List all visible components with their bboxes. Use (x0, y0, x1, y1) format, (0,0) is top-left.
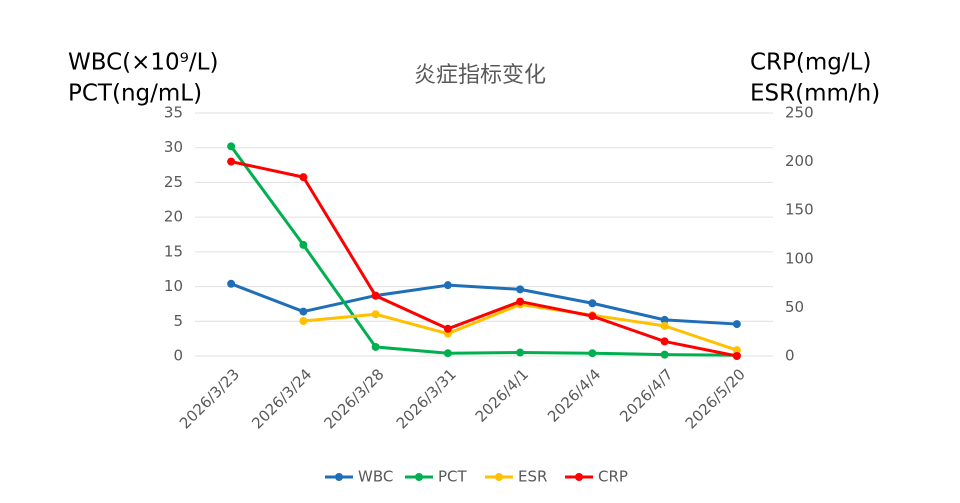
y-axis-label: PCT(ng/mL) (68, 81, 202, 107)
data-point (371, 291, 380, 300)
data-point (588, 349, 597, 358)
chart-title: 炎症指标变化 (414, 63, 546, 88)
data-point (660, 315, 669, 324)
data-point (299, 307, 308, 316)
data-point (588, 312, 597, 321)
legend-marker (415, 473, 423, 481)
x-tick-label: 2026/4/1 (472, 365, 532, 425)
y2-tick-label: 150 (785, 201, 814, 219)
data-point (660, 350, 669, 359)
data-point (227, 157, 236, 166)
x-tick-label: 2026/3/24 (248, 365, 315, 432)
x-tick-label: 2026/3/31 (393, 365, 460, 432)
x-tick-label: 2026/3/28 (321, 365, 388, 432)
data-point (660, 321, 669, 330)
data-point (299, 173, 308, 182)
y-tick-label: 20 (164, 208, 183, 226)
y-tick-label: 25 (164, 173, 183, 191)
legend-marker (575, 473, 583, 481)
series-line (230, 160, 738, 358)
y2-axis-label: CRP(mg/L) (750, 50, 871, 76)
series-line (229, 145, 737, 357)
data-point (588, 299, 597, 308)
y-axis-label: WBC(×10⁹/L) (68, 50, 218, 76)
data-point (516, 348, 525, 357)
x-tick-label: 2026/4/7 (616, 365, 676, 425)
x-tick-label: 2026/5/20 (682, 365, 749, 432)
data-point (516, 285, 525, 294)
y2-tick-label: 250 (785, 104, 814, 122)
data-point (227, 279, 236, 288)
data-point (371, 310, 380, 319)
legend-label: PCT (438, 468, 468, 486)
y2-tick-label: 100 (785, 249, 814, 267)
data-point (371, 342, 380, 351)
legend-marker (495, 473, 503, 481)
legend-label: CRP (598, 468, 628, 486)
y2-tick-label: 50 (785, 298, 804, 316)
data-point (732, 352, 741, 360)
data-point (732, 346, 741, 355)
data-point (443, 324, 452, 333)
y2-tick-label: 0 (785, 347, 795, 365)
data-point (443, 349, 452, 358)
data-point (660, 337, 669, 346)
legend-label: WBC (358, 468, 393, 486)
legend-marker (335, 473, 343, 481)
data-point (227, 142, 236, 151)
data-point (299, 240, 308, 249)
y-tick-label: 30 (164, 138, 183, 156)
y-tick-label: 0 (173, 347, 183, 365)
series-line (230, 282, 737, 326)
y2-axis-label: ESR(mm/h) (750, 81, 880, 107)
legend-label: ESR (518, 468, 547, 486)
y-tick-label: 10 (164, 277, 183, 295)
data-point (732, 320, 741, 329)
y-tick-label: 15 (164, 242, 183, 260)
data-point (299, 317, 308, 326)
data-point (443, 281, 452, 290)
x-tick-label: 2026/3/23 (176, 365, 243, 432)
y2-tick-label: 200 (785, 152, 814, 170)
y-tick-label: 5 (173, 312, 183, 330)
x-tick-label: 2026/4/4 (544, 365, 604, 425)
y-tick-label: 35 (164, 104, 183, 122)
data-point (516, 297, 525, 306)
